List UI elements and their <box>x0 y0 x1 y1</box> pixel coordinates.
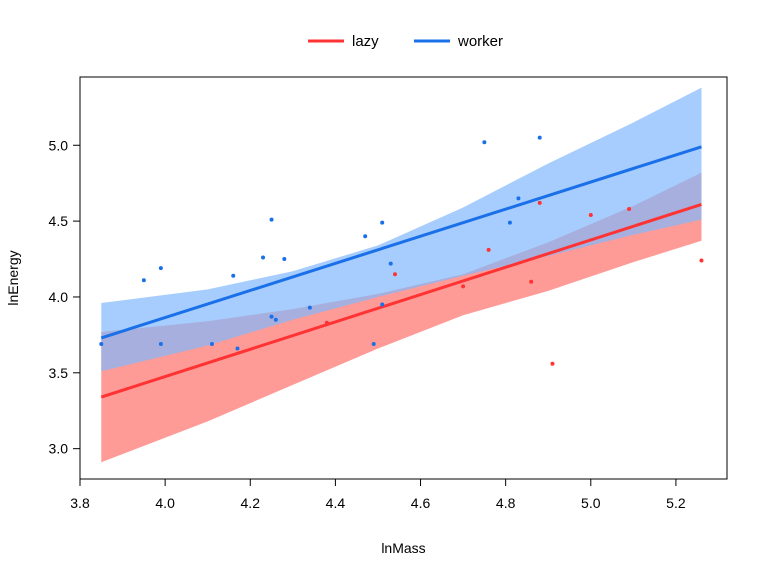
point-lazy <box>537 200 542 205</box>
point-worker <box>507 220 512 225</box>
point-worker <box>273 317 278 322</box>
x-tick-label: 4.2 <box>241 495 261 511</box>
point-worker <box>269 217 274 222</box>
legend: lazy worker <box>308 33 503 50</box>
point-lazy <box>588 213 593 218</box>
legend-item-worker: worker <box>414 33 503 50</box>
point-worker <box>235 346 240 351</box>
point-worker <box>261 255 266 260</box>
x-tick-label: 4.0 <box>155 495 175 511</box>
point-worker <box>158 341 163 346</box>
confidence-band-worker <box>101 87 702 372</box>
point-worker <box>380 302 385 307</box>
y-tick-label: 4.0 <box>49 289 69 305</box>
fit-line-lazy <box>100 202 702 399</box>
y-tick-label: 5.0 <box>49 137 69 153</box>
point-lazy <box>699 258 704 263</box>
point-lazy <box>461 284 466 289</box>
y-tick-label: 3.0 <box>49 441 69 457</box>
point-worker <box>307 305 312 310</box>
y-tick-label: 3.5 <box>49 365 69 381</box>
point-lazy <box>529 279 534 284</box>
confidence-bands <box>101 87 702 463</box>
point-lazy <box>550 361 555 366</box>
point-worker <box>388 261 393 266</box>
x-tick-label: 4.4 <box>326 495 346 511</box>
legend-item-lazy: lazy <box>308 33 379 50</box>
point-worker <box>269 314 274 319</box>
point-worker <box>363 234 368 239</box>
x-tick-label: 4.8 <box>496 495 516 511</box>
point-lazy <box>324 320 329 325</box>
point-worker <box>209 341 214 346</box>
point-worker <box>282 257 287 262</box>
x-tick-label: 5.2 <box>666 495 686 511</box>
x-axis: 3.8 4.0 4.2 4.4 4.6 4.8 5.0 5.2 <box>70 478 686 511</box>
point-worker <box>537 135 542 140</box>
x-tick-label: 4.6 <box>411 495 431 511</box>
data-points <box>99 135 704 366</box>
legend-label: worker <box>457 33 503 50</box>
legend-label: lazy <box>352 33 379 50</box>
point-worker <box>99 341 104 346</box>
point-lazy <box>392 272 397 277</box>
point-worker <box>516 196 521 201</box>
point-worker <box>141 278 146 283</box>
x-tick-label: 3.8 <box>70 495 90 511</box>
point-worker <box>371 341 376 346</box>
x-axis-title: lnMass <box>381 540 425 556</box>
point-worker <box>482 140 487 145</box>
fit-line-worker <box>100 145 702 340</box>
point-worker <box>380 220 385 225</box>
point-lazy <box>627 206 632 211</box>
fit-lines <box>100 145 702 399</box>
x-tick-label: 5.0 <box>581 495 601 511</box>
point-lazy <box>486 247 491 252</box>
point-worker <box>231 273 236 278</box>
point-worker <box>158 266 163 271</box>
y-axis: 3.0 3.5 4.0 4.5 5.0 <box>49 137 81 457</box>
y-tick-label: 4.5 <box>49 213 69 229</box>
y-axis-title: lnEnergy <box>5 250 21 305</box>
